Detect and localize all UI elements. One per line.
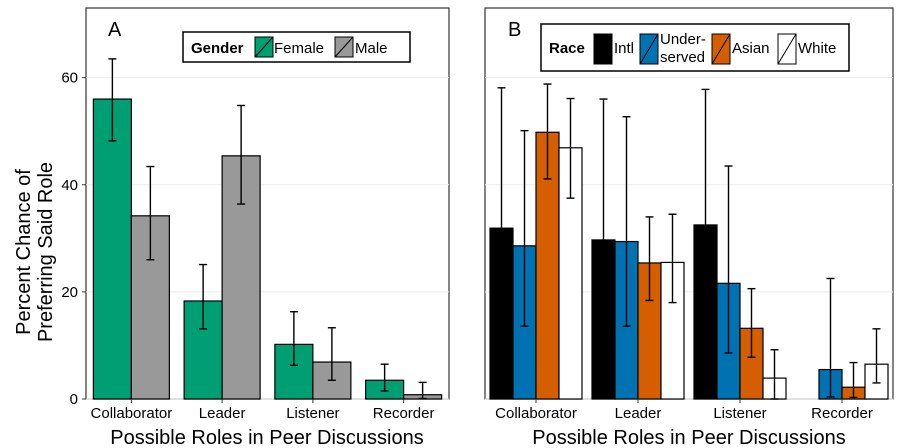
errorbar-female-listener [289,310,298,366]
panel-b-label: B [508,19,521,41]
legend-label-asian: Asian [732,40,770,57]
race-legend-title: Race [549,40,585,57]
bar-female-collaborator [92,98,132,400]
legend-label-underserved-line2: served [660,49,705,66]
errorbar-female-recorder [380,363,389,392]
legend-label-female: Female [274,40,324,57]
errorbar-asian-collaborator [543,83,552,180]
errorbar-asian-recorder [849,361,858,399]
gender-legend-box [182,31,411,63]
x-tick-label-listener: Listener [286,405,339,422]
errorbar-underserved-recorder [826,277,835,398]
y-axis-title-line2: Preferring Said Role [35,162,57,342]
errorbar-white-leader [668,213,677,304]
errorbar-underserved-collaborator [520,129,529,327]
legend-label-white: White [798,40,836,57]
errorbar-intl-collaborator [497,87,506,399]
panel-a: 0 20 40 60 Collaborator Leader Listener Record… [61,7,450,448]
panel-b-x-ticks: Collaborator Leader Listener Recorder [495,399,873,422]
errorbar-male-listener [327,327,336,381]
y-tick-label: 40 [61,177,78,194]
errorbar-intl-leader [599,98,608,399]
y-axis-title-line1: Percent Chance of [13,169,35,335]
errorbar-male-leader [237,104,246,205]
legend-key-female [254,36,274,58]
x-tick-label-recorder: Recorder [811,405,873,422]
errorbar-white-listener [770,349,779,400]
errorbar-asian-leader [645,216,654,302]
gender-legend: Gender Female Male [182,31,411,63]
x-tick-label-recorder: Recorder [373,405,435,422]
legend-key-asian [711,33,731,65]
y-tick-label: 60 [61,70,78,87]
errorbar-underserved-leader [622,116,631,327]
x-tick-label-listener: Listener [713,405,766,422]
panel-a-y-ticks: 0 20 40 60 [61,70,86,408]
errorbar-female-collaborator [108,58,117,142]
x-tick-label-collaborator: Collaborator [91,405,173,422]
legend-label-intl: Intl [614,40,634,57]
y-tick-label: 0 [70,391,78,408]
x-tick-label-leader: Leader [615,405,662,422]
gender-legend-title: Gender [191,40,244,57]
errorbar-asian-listener [747,287,756,358]
errorbar-intl-listener [701,88,710,399]
panel-b-bars [489,83,889,400]
legend-key-intl [593,33,613,65]
race-legend: Race Intl Under- served Asian White [540,23,850,72]
errorbar-underserved-listener [724,165,733,354]
errorbar-female-leader [199,263,208,330]
y-axis-title: Percent Chance of Preferring Said Role [13,162,57,342]
panel-b: Collaborator Leader Listener Recorder B Pos… [484,7,894,448]
x-tick-label-collaborator: Collaborator [495,405,577,422]
panel-a-bars [92,58,443,400]
legend-key-male [334,36,354,58]
legend-label-male: Male [355,40,388,57]
errorbar-male-collaborator [146,165,155,261]
panel-a-label: A [108,19,122,41]
panel-b-x-axis-title: Possible Roles in Peer Discussions [532,427,845,448]
panel-a-x-axis-title: Possible Roles in Peer Discussions [110,427,423,448]
panel-a-x-ticks: Collaborator Leader Listener Recorder [91,399,435,422]
legend-key-white [777,33,797,65]
errorbar-white-recorder [872,328,881,384]
errorbar-white-collaborator [566,97,575,199]
legend-label-underserved-line1: Under- [660,31,706,48]
x-tick-label-leader: Leader [199,405,246,422]
legend-key-underserved [639,33,659,65]
race-legend-box [540,23,850,72]
y-tick-label: 20 [61,284,78,301]
errorbar-male-recorder [418,381,427,400]
